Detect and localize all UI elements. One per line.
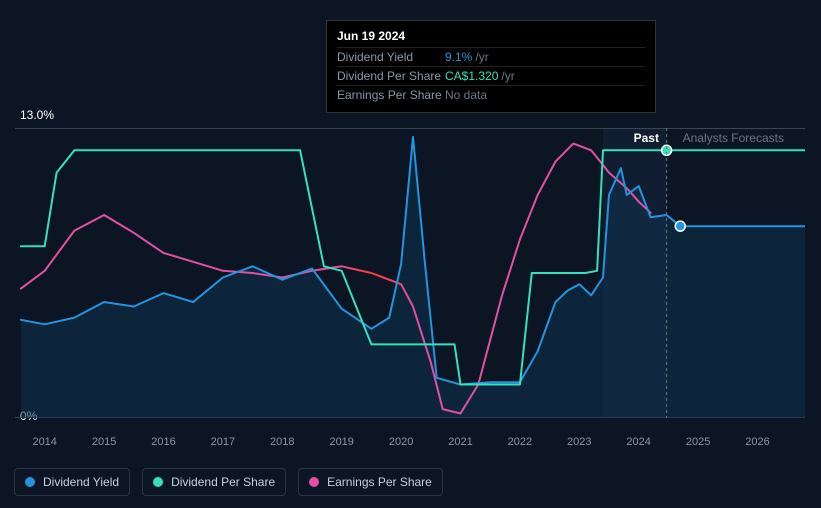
y-axis-max-label: 13.0% (20, 108, 54, 122)
chart-legend: Dividend Yield Dividend Per Share Earnin… (14, 468, 443, 496)
analysts-forecasts-label: Analysts Forecasts (683, 131, 784, 145)
tooltip-date: Jun 19 2024 (337, 29, 645, 43)
legend-dividend-yield[interactable]: Dividend Yield (14, 468, 130, 496)
tooltip-row-eps: Earnings Per Share No data (337, 85, 645, 104)
past-label: Past (634, 131, 659, 145)
legend-dot-icon (153, 477, 163, 487)
dividend-chart: 13.0% 0% Past Analysts Forecasts 2014201… (0, 0, 821, 508)
chart-tooltip: Jun 19 2024 Dividend Yield 9.1% /yr Divi… (326, 20, 656, 113)
legend-dividend-per-share[interactable]: Dividend Per Share (142, 468, 286, 496)
tooltip-row-dps: Dividend Per Share CA$1.320 /yr (337, 66, 645, 85)
tooltip-row-dividend-yield: Dividend Yield 9.1% /yr (337, 47, 645, 66)
legend-dot-icon (25, 477, 35, 487)
chart-plot-area[interactable] (15, 128, 805, 418)
legend-dot-icon (309, 477, 319, 487)
legend-earnings-per-share[interactable]: Earnings Per Share (298, 468, 443, 496)
